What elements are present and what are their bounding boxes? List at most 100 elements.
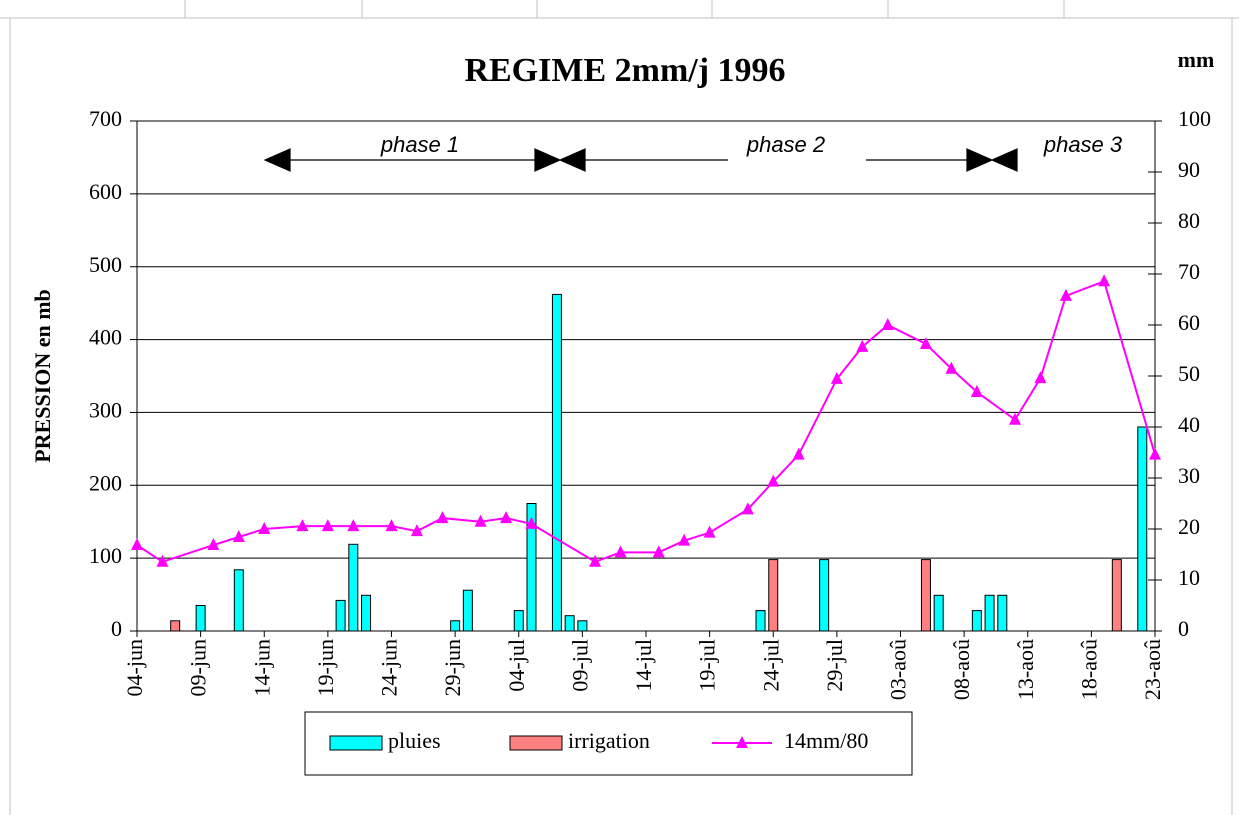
y-tick-label: 600	[89, 179, 122, 204]
bar	[513, 610, 524, 632]
x-tick-label: 19-jul	[695, 639, 720, 692]
point-marker	[410, 524, 423, 537]
bar	[768, 559, 779, 632]
y2-tick-label: 30	[1178, 463, 1200, 488]
y2-tick-label: 90	[1178, 157, 1200, 182]
bar	[984, 594, 995, 632]
y2-tick-label: 20	[1178, 514, 1200, 539]
sheet-grid	[0, 0, 1239, 19]
point-marker	[321, 519, 334, 532]
legend-label: pluies	[388, 728, 441, 753]
x-tick-label: 24-jun	[377, 639, 402, 696]
legend-label: 14mm/80	[784, 728, 868, 753]
bar	[920, 559, 931, 632]
x-tick-label: 09-jul	[567, 639, 592, 692]
point-marker	[767, 474, 780, 487]
legend	[304, 711, 913, 776]
x-tick-label: 03-aoû	[886, 639, 911, 700]
point-marker	[970, 385, 983, 398]
bar	[1137, 426, 1148, 632]
point-marker	[1149, 447, 1161, 460]
y-tick-label: 300	[89, 397, 122, 422]
point-marker	[652, 545, 665, 558]
phase-arrows	[263, 148, 1018, 172]
annotation: phase 2	[746, 132, 825, 157]
y-tick-label: 200	[89, 470, 122, 495]
annotation: phase 3	[1043, 132, 1123, 157]
x-tick-label: 04-jul	[504, 639, 529, 692]
y2-axis-label: mm	[1178, 47, 1215, 72]
bar	[551, 293, 562, 632]
bar	[755, 610, 766, 632]
x-tick-label: 19-jun	[313, 639, 338, 696]
point-marker	[207, 538, 220, 551]
x-tick-label: 23-aoû	[1140, 639, 1165, 700]
point-marker	[131, 538, 143, 551]
y2-tick-label: 100	[1178, 106, 1211, 131]
y-axis-label: PRESSION en mb	[30, 289, 55, 463]
chart-title: REGIME 2mm/j 1996	[464, 52, 785, 89]
x-tick-label: 29-jun	[440, 639, 465, 696]
bar	[195, 605, 206, 632]
y2-tick-label: 80	[1178, 208, 1200, 233]
x-tick-label: 24-jul	[758, 639, 783, 692]
point-marker	[156, 554, 169, 567]
point-marker	[792, 447, 805, 460]
x-tick-label: 08-aoû	[949, 639, 974, 700]
point-marker	[500, 511, 513, 524]
y-tick-label: 0	[111, 616, 122, 641]
bar	[1111, 559, 1122, 632]
bar	[348, 543, 359, 632]
point-marker	[589, 554, 602, 567]
point-marker	[474, 514, 487, 527]
point-marker	[881, 318, 894, 330]
bar	[450, 620, 461, 632]
bar	[170, 620, 181, 632]
y2-tick-label: 70	[1178, 259, 1200, 284]
point-marker	[678, 533, 691, 546]
point-marker	[232, 530, 245, 543]
x-tick-label: 04-jun	[122, 639, 147, 696]
point-marker	[1098, 274, 1111, 287]
x-tick-label: 14-jul	[631, 639, 656, 692]
y-tick-label: 400	[89, 325, 122, 350]
x-tick-label: 13-aoû	[1013, 639, 1038, 700]
bar	[819, 559, 830, 632]
y2-tick-label: 50	[1178, 361, 1200, 386]
point-marker	[1034, 371, 1047, 384]
point-marker	[347, 519, 360, 532]
bar	[971, 610, 982, 632]
point-marker	[741, 502, 754, 515]
point-marker	[703, 525, 716, 538]
legend-swatch	[736, 736, 748, 748]
point-marker	[385, 519, 398, 532]
bar	[233, 569, 244, 632]
chart-frame	[9, 17, 1233, 815]
bar	[462, 589, 473, 632]
y-tick-label: 500	[89, 252, 122, 277]
annotation: phase 1	[380, 132, 459, 157]
point-marker	[1059, 288, 1072, 301]
y2-tick-label: 10	[1178, 565, 1200, 590]
point-marker	[830, 371, 843, 384]
point-marker	[856, 339, 869, 352]
bar	[933, 594, 944, 632]
y-tick-label: 100	[89, 543, 122, 568]
y2-tick-label: 60	[1178, 310, 1200, 335]
bar	[526, 503, 537, 632]
x-tick-label: 14-jun	[249, 639, 274, 696]
bar	[361, 594, 372, 632]
point-marker	[945, 361, 958, 374]
point-marker	[919, 336, 932, 349]
x-tick-label: 09-jun	[186, 639, 211, 696]
line	[136, 279, 1156, 563]
bar	[564, 615, 575, 632]
x-tick-label: 18-aoû	[1076, 639, 1101, 700]
point-marker	[436, 511, 449, 524]
bar	[577, 620, 588, 632]
point-marker	[614, 545, 627, 558]
y2-tick-label: 40	[1178, 412, 1200, 437]
y-tick-label: 700	[89, 106, 122, 131]
legend-swatch	[329, 735, 383, 751]
